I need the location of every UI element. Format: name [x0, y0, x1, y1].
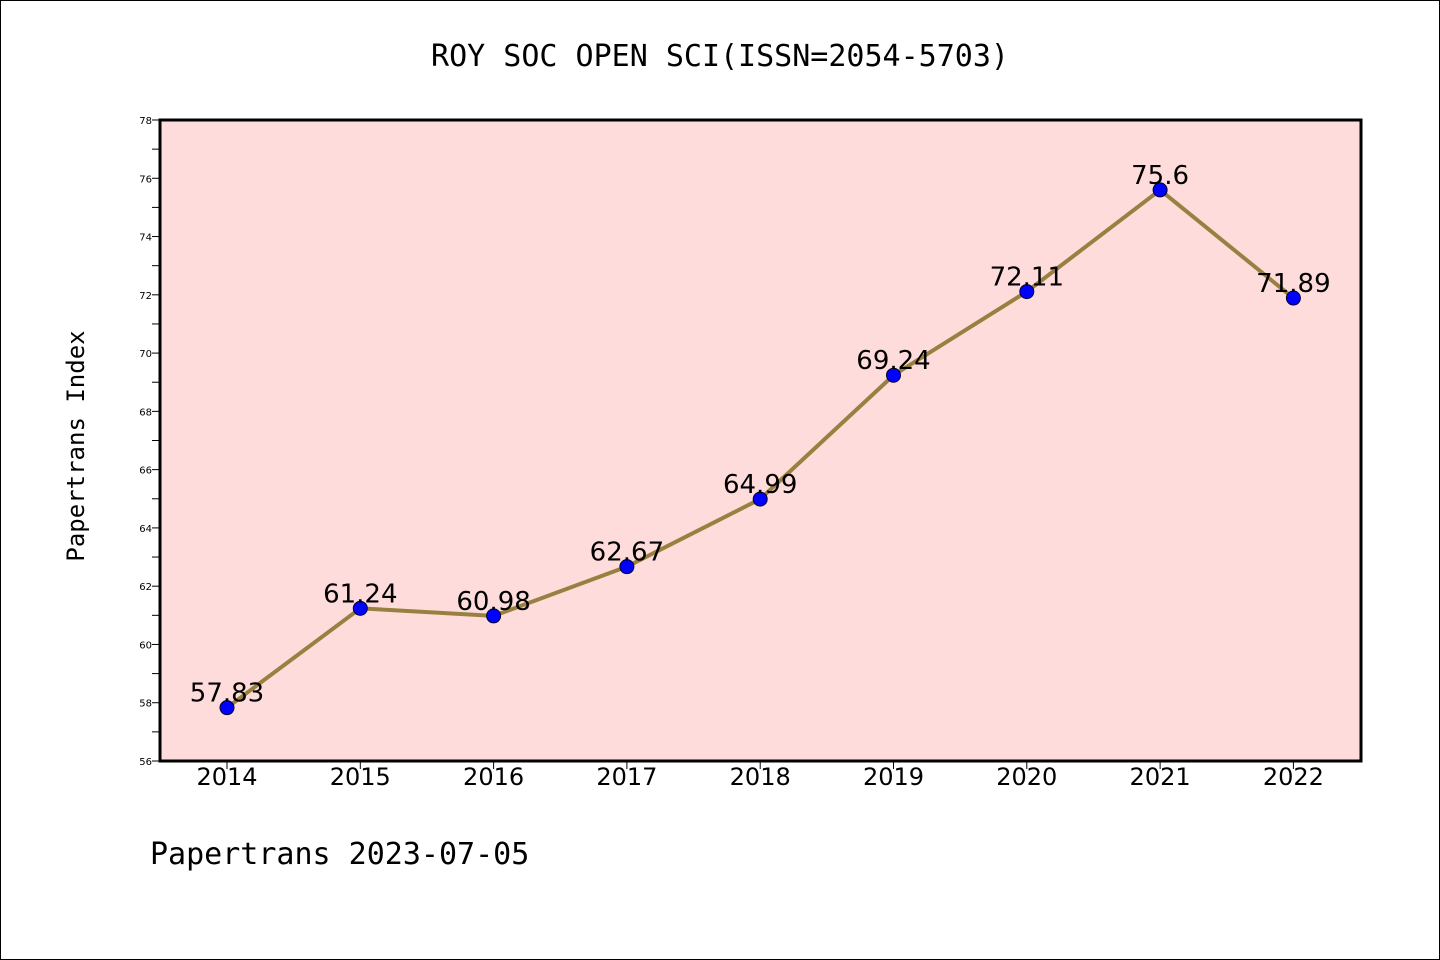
- data-label: 60.98: [456, 587, 530, 617]
- data-point: [619, 559, 635, 575]
- y-tick-label: 62: [139, 582, 152, 593]
- y-tick-label: 64: [139, 524, 152, 535]
- x-tick-label: 2018: [730, 763, 791, 791]
- data-point: [1152, 182, 1168, 198]
- x-tick-label: 2020: [996, 763, 1057, 791]
- y-tick-label: 56: [139, 757, 152, 768]
- y-tick-label: 68: [139, 407, 152, 418]
- y-axis: 56 58 60 62 64 66 68 70 72 74 76 78: [139, 116, 160, 768]
- data-label: 72.11: [990, 263, 1064, 293]
- y-tick-label: 74: [139, 233, 152, 244]
- data-point: [1019, 284, 1035, 300]
- data-label: 61.24: [323, 579, 397, 609]
- data-label: 69.24: [856, 346, 930, 376]
- x-tick-label: 2016: [463, 763, 524, 791]
- y-tick-label: 60: [139, 640, 152, 651]
- footer-credit: Papertrans 2023-07-05: [150, 837, 529, 872]
- y-tick-label: 76: [139, 174, 152, 185]
- data-label: 57.83: [190, 679, 264, 709]
- data-label: 64.99: [723, 470, 797, 500]
- x-tick-label: 2019: [863, 763, 924, 791]
- data-label: 71.89: [1256, 269, 1330, 299]
- data-markers: [219, 182, 1301, 716]
- y-tick-label: 58: [139, 699, 152, 710]
- data-label: 75.6: [1131, 161, 1189, 191]
- plot-area: [158, 118, 1363, 763]
- x-tick-label: 2021: [1130, 763, 1191, 791]
- y-axis-label: Papertrans Index: [62, 330, 90, 561]
- data-point: [486, 608, 502, 624]
- data-point: [752, 491, 768, 507]
- x-tick-label: 2022: [1263, 763, 1324, 791]
- x-axis: 2014 2015 2016 2017 2018 2019 2020 2021 2022: [196, 761, 1324, 791]
- chart-title: ROY SOC OPEN SCI(ISSN=2054-5703): [431, 39, 1009, 74]
- x-tick-label: 2014: [196, 763, 257, 791]
- y-tick-label: 66: [139, 466, 152, 477]
- data-point: [219, 700, 235, 716]
- y-tick-label: 78: [139, 116, 152, 127]
- y-tick-label: 72: [139, 291, 152, 302]
- data-point: [1285, 290, 1301, 306]
- x-tick-label: 2017: [596, 763, 657, 791]
- y-tick-label: 70: [139, 349, 152, 360]
- data-labels: 57.83 61.24 60.98 62.67 64.99 69.24 72.11 75.6 7…: [190, 161, 1331, 709]
- data-point: [886, 367, 901, 383]
- data-point: [352, 600, 368, 616]
- data-label: 62.67: [590, 538, 664, 568]
- x-tick-label: 2015: [330, 763, 391, 791]
